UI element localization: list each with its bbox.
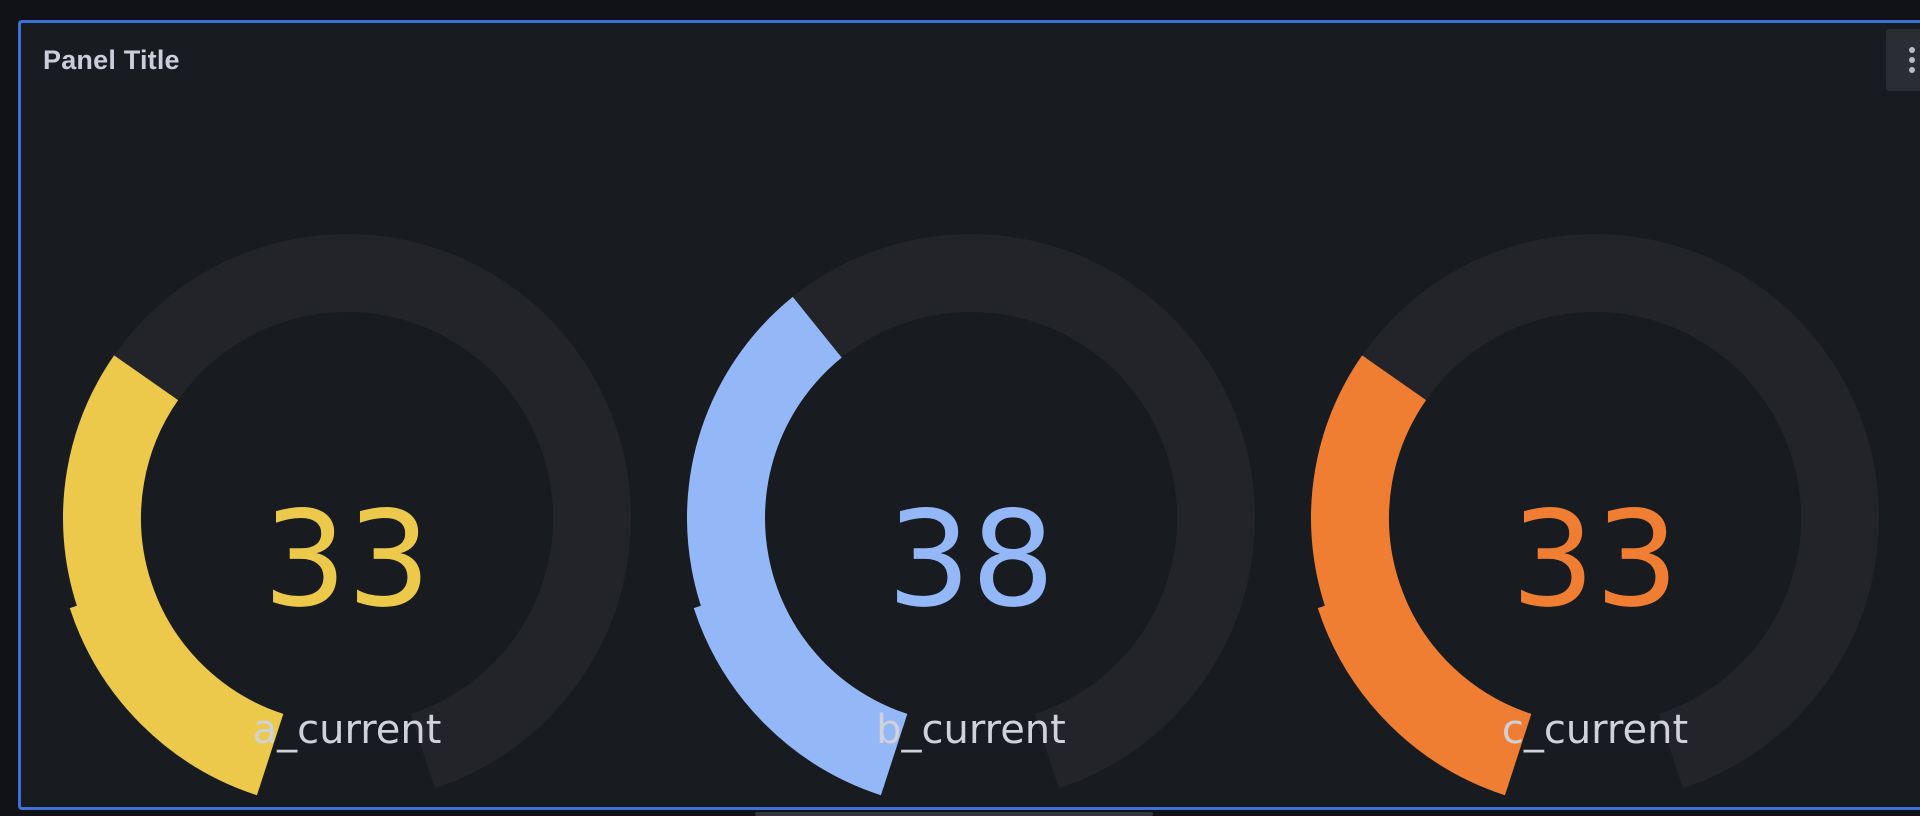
gauge-a: 33 a_current — [63, 234, 631, 796]
gauge-label: b_current — [876, 707, 1066, 753]
gauge-panel: Panel Title 33 a_current 38 b_current 33… — [18, 20, 1920, 810]
gauge-label: a_current — [253, 707, 442, 753]
panel-resize-handle[interactable] — [755, 812, 1153, 816]
gauge-value-text: 33 — [263, 483, 431, 637]
gauge-b: 38 b_current — [687, 234, 1255, 796]
gauge-threshold-arc — [1317, 604, 1509, 796]
gauge-value-text: 33 — [1511, 483, 1679, 637]
gauge-label: c_current — [1502, 707, 1688, 753]
panel-title[interactable]: Panel Title — [43, 45, 180, 75]
gauge-threshold-arc — [693, 604, 885, 796]
kebab-menu-icon — [1909, 47, 1915, 53]
gauge-value-arc — [1311, 355, 1532, 789]
gauge-value-arc — [63, 355, 284, 789]
gauge-c: 33 c_current — [1311, 234, 1879, 796]
panel-menu-button[interactable] — [1886, 29, 1920, 91]
gauge-value-text: 38 — [887, 483, 1055, 637]
gauges-area: 33 a_current 38 b_current 33 c_current — [63, 234, 1879, 796]
gauge-value-arc — [687, 296, 908, 789]
gauge-threshold-arc — [69, 604, 261, 796]
